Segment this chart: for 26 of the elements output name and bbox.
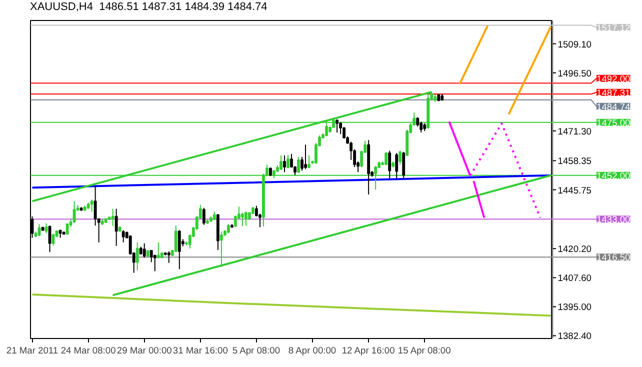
y-tick-label: 1395.00	[558, 302, 592, 312]
x-tick-label: 29 Mar 00:00	[116, 346, 172, 356]
y-tick-label: 1458.35	[558, 156, 592, 166]
ref-line-label: 1416.50	[596, 252, 630, 263]
ref-line-label: 1487.31	[596, 88, 630, 98]
y-tick-label: 1407.60	[558, 273, 592, 284]
y-tick-label: 1509.10	[558, 39, 592, 50]
y-tick-label: 1420.20	[558, 244, 592, 254]
chart-title: XAUUSD,H4 1486.51 1487.31 1484.39 1484.74	[30, 0, 268, 15]
x-tick-label: 5 Apr 08:00	[232, 346, 280, 356]
x-tick-label: 21 Mar 2011	[6, 346, 58, 356]
ref-line-label: 1452.00	[596, 170, 630, 181]
x-tick-label: 12 Apr 16:00	[342, 346, 395, 356]
x-tick-label: 15 Apr 08:00	[398, 346, 451, 356]
ref-line-label: 1517.12	[596, 23, 630, 33]
ref-line-label: 1492.00	[596, 74, 630, 84]
x-tick-label: 31 Mar 16:00	[172, 346, 228, 356]
x-tick-label: 8 Apr 00:00	[288, 346, 336, 356]
y-tick-label: 1471.30	[558, 126, 592, 136]
ref-line-label: 1433.00	[596, 214, 630, 225]
ref-line-label: 1484.74	[596, 102, 630, 112]
x-tick-label: 24 Mar 08:00	[60, 346, 116, 356]
y-tick-label: 1445.75	[558, 185, 592, 196]
y-tick-label: 1382.40	[558, 331, 592, 342]
y-tick-label: 1496.50	[558, 68, 592, 78]
ref-line-label: 1475.00	[596, 118, 630, 128]
